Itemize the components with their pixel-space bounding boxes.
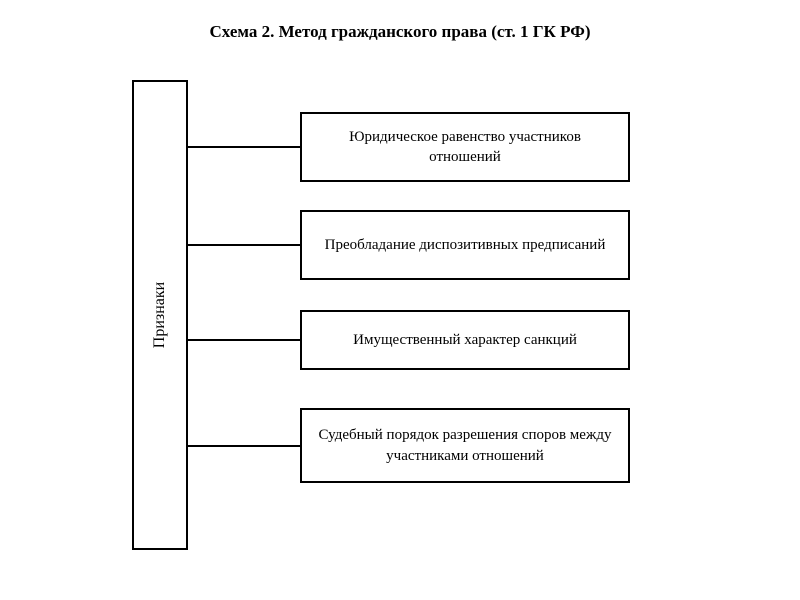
item-box: Преобладание диспозитивных предписаний (300, 210, 630, 280)
connector-line (188, 244, 300, 246)
connector-line (188, 339, 300, 341)
item-box: Судебный порядок разрешения споров между… (300, 408, 630, 483)
item-label: Преобладание диспозитивных предписаний (325, 235, 606, 255)
root-label: Признаки (151, 282, 169, 348)
item-box: Юридическое равенство участников отношен… (300, 112, 630, 182)
connector-line (188, 445, 300, 447)
item-label: Имущественный характер санкций (353, 330, 577, 350)
root-box: Признаки (132, 80, 188, 550)
connector-line (188, 146, 300, 148)
item-label: Судебный порядок разрешения споров между… (312, 425, 618, 466)
item-box: Имущественный характер санкций (300, 310, 630, 370)
diagram-title: Схема 2. Метод гражданского права (ст. 1… (0, 22, 800, 42)
item-label: Юридическое равенство участников отношен… (312, 127, 618, 168)
